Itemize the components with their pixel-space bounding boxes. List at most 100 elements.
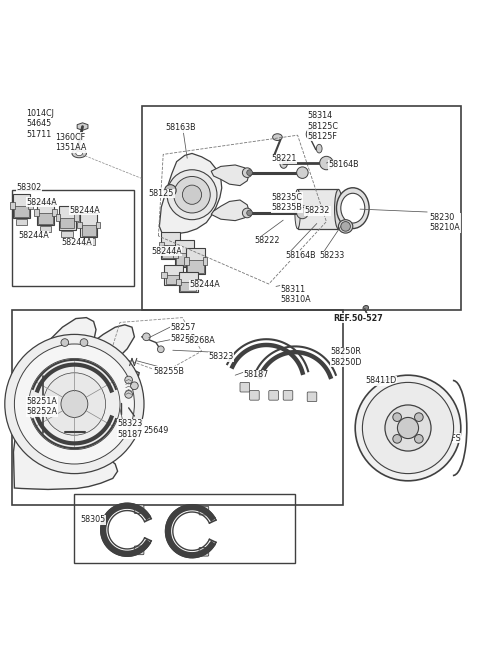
Text: 58323: 58323 [209, 352, 234, 361]
Text: 58268A: 58268A [185, 336, 216, 345]
Ellipse shape [335, 189, 342, 229]
Ellipse shape [295, 189, 300, 229]
Circle shape [450, 416, 457, 423]
Circle shape [61, 390, 88, 418]
Bar [74, 214, 79, 220]
Bar [195, 279, 201, 285]
Bar [179, 272, 198, 292]
Bar [52, 209, 57, 216]
Circle shape [174, 177, 210, 213]
Text: 58251A
58252A: 58251A 58252A [26, 397, 58, 416]
FancyBboxPatch shape [240, 382, 250, 392]
Bar [125, 414, 133, 424]
FancyBboxPatch shape [199, 507, 209, 515]
Bar [187, 260, 204, 274]
Ellipse shape [363, 305, 369, 311]
Circle shape [415, 413, 423, 422]
Text: 1360CF
1351AA: 1360CF 1351AA [55, 133, 86, 152]
Text: 25649: 25649 [143, 426, 168, 435]
Bar [298, 189, 338, 229]
Bar [38, 213, 53, 224]
Circle shape [80, 339, 88, 347]
Ellipse shape [40, 421, 47, 426]
Text: 58230
58210A: 58230 58210A [430, 213, 460, 232]
Text: REF.50-527: REF.50-527 [334, 314, 384, 323]
Bar [203, 257, 207, 265]
Circle shape [29, 359, 120, 450]
Bar [60, 218, 74, 228]
Bar [61, 230, 73, 237]
Circle shape [14, 344, 134, 464]
Ellipse shape [316, 144, 322, 153]
Bar [164, 266, 183, 286]
Text: 58222: 58222 [254, 236, 280, 245]
Circle shape [5, 335, 144, 473]
Bar [175, 240, 194, 267]
Bar [176, 279, 181, 285]
Bar [166, 275, 181, 284]
Bar [77, 222, 82, 228]
Ellipse shape [280, 158, 288, 168]
Text: 58314
58125C
58125F: 58314 58125C 58125F [307, 111, 338, 141]
Text: 58232: 58232 [305, 207, 330, 215]
Circle shape [157, 346, 164, 353]
Text: 58255B: 58255B [154, 367, 185, 376]
Text: 58302: 58302 [17, 183, 42, 192]
Bar [192, 250, 196, 258]
Ellipse shape [306, 129, 313, 139]
FancyBboxPatch shape [134, 546, 144, 554]
Bar [159, 242, 164, 250]
FancyBboxPatch shape [250, 390, 259, 400]
Polygon shape [211, 200, 250, 220]
Bar [184, 257, 189, 265]
Bar [74, 494, 295, 563]
Circle shape [341, 222, 350, 231]
Text: 58250R
58250D: 58250R 58250D [330, 347, 362, 367]
Circle shape [247, 210, 252, 216]
Text: 58164B: 58164B [329, 160, 360, 169]
Polygon shape [211, 165, 250, 186]
Polygon shape [77, 123, 88, 130]
Bar [80, 213, 97, 238]
Circle shape [167, 170, 217, 220]
Bar [10, 203, 15, 209]
Bar [16, 384, 24, 394]
Bar [16, 219, 27, 226]
Text: 58221: 58221 [271, 155, 297, 163]
Bar [110, 359, 118, 369]
Text: 58411D: 58411D [366, 376, 397, 385]
Bar [28, 203, 33, 209]
Text: 58125: 58125 [149, 189, 174, 198]
Text: 58244A: 58244A [61, 238, 92, 248]
Text: 1014CJ
54645
51711: 1014CJ 54645 51711 [26, 109, 54, 139]
Bar [14, 207, 29, 217]
Ellipse shape [341, 193, 365, 223]
Circle shape [419, 451, 424, 456]
Bar [186, 248, 205, 274]
Bar [177, 242, 182, 250]
Bar [176, 253, 193, 266]
Bar [12, 191, 134, 286]
Bar [161, 232, 180, 259]
Bar [161, 272, 167, 278]
Circle shape [165, 185, 176, 196]
Bar [71, 428, 80, 436]
Circle shape [393, 434, 401, 443]
Bar [142, 106, 461, 310]
Bar [56, 345, 63, 354]
Bar [180, 282, 196, 291]
Bar [96, 222, 100, 228]
Polygon shape [159, 153, 222, 236]
Circle shape [43, 373, 106, 435]
Circle shape [415, 434, 423, 443]
Ellipse shape [72, 149, 86, 158]
Ellipse shape [41, 384, 45, 387]
Ellipse shape [336, 188, 369, 228]
Circle shape [61, 339, 69, 347]
Circle shape [362, 382, 454, 473]
Bar [37, 201, 54, 225]
FancyBboxPatch shape [134, 505, 144, 513]
FancyBboxPatch shape [283, 390, 293, 400]
Bar [64, 338, 85, 347]
Circle shape [125, 376, 132, 384]
